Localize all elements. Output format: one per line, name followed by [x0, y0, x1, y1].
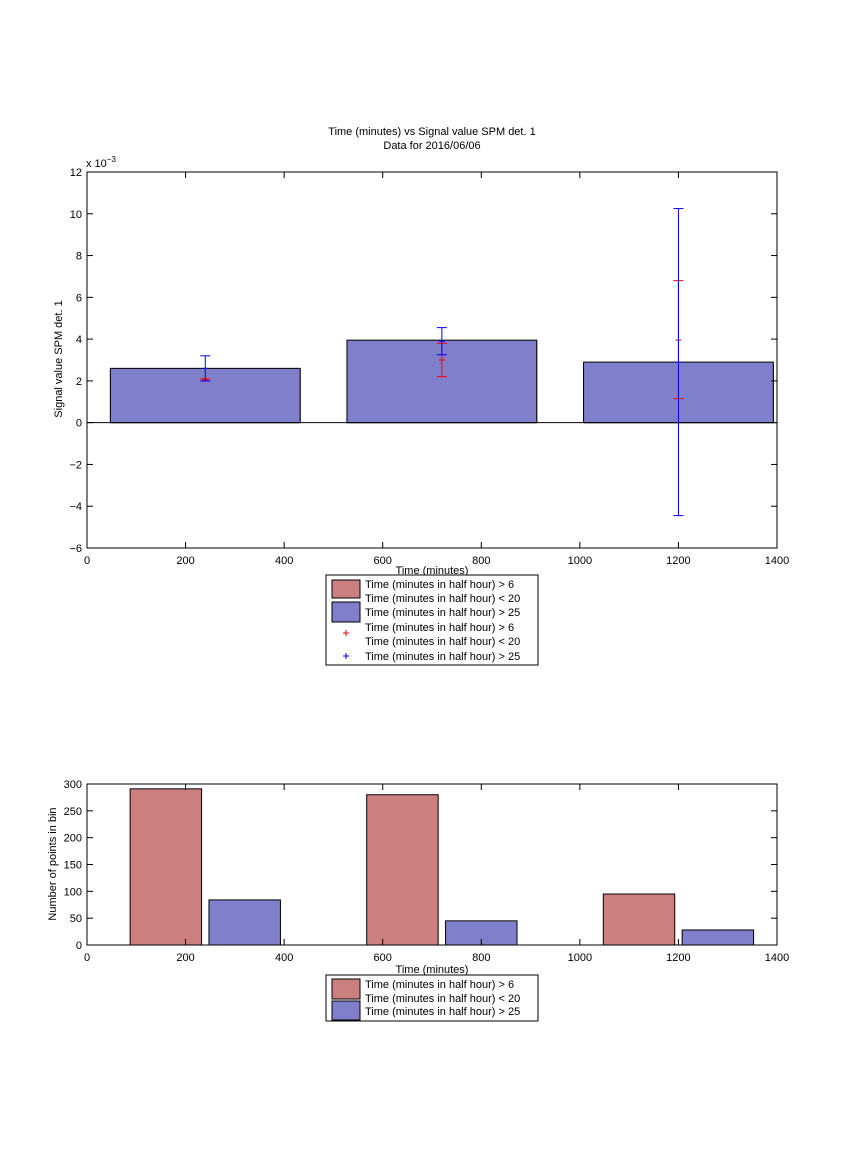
chart1-xtick-label: 800: [472, 555, 490, 567]
chart1-xtick-label: 200: [176, 555, 194, 567]
chart2-ytick-label: 200: [64, 833, 82, 845]
chart2-bar-series1-1: [445, 920, 518, 946]
chart2-ytick-label: 100: [64, 886, 82, 898]
chart2-legend-label-1a: Time (minutes in half hour) > 6: [365, 979, 514, 991]
chart1-ytick-label: −6: [69, 543, 82, 555]
chart1-subtitle: Data for 2016/06/06: [383, 140, 480, 152]
chart1-xtick-label: 600: [374, 555, 392, 567]
chart2-bar-series0-1: [366, 794, 439, 946]
chart2-legend: Time (minutes in half hour) > 6 Time (mi…: [325, 974, 539, 1022]
chart2-ytick-label: 0: [76, 940, 82, 952]
chart1-legend-label-1b: Time (minutes in half hour) < 20: [365, 593, 520, 605]
chart2-bar-series0-2: [602, 893, 676, 946]
chart1-ytick-label: −2: [69, 459, 82, 471]
chart1-xlabel: Time (minutes): [396, 565, 469, 577]
chart1-title: Time (minutes) vs Signal value SPM det. …: [328, 126, 535, 138]
chart2-bar-series1-0: [208, 899, 281, 946]
chart2-legend-swatch-blue: [331, 1000, 361, 1021]
chart1-legend-label-4: Time (minutes in half hour) > 25: [365, 651, 520, 663]
chart1-ytick-label: −4: [69, 501, 82, 513]
chart2-x-ticks: 0 200 400 600 800 1000 1200 1400: [84, 784, 789, 964]
chart1-legend-label-2: Time (minutes in half hour) > 25: [365, 607, 520, 619]
chart1-x-ticks: 0 200 400 600 800 1000 1200 1400: [84, 172, 789, 567]
chart2-xtick-label: 400: [275, 952, 293, 964]
chart1-xtick-label: 0: [84, 555, 90, 567]
count-chart: 0 200 400 600 800 1000 1200 1400 0 50 100 150 200 25…: [47, 779, 789, 1022]
chart2-bars: [129, 788, 755, 946]
chart2-ytick-label: 150: [64, 860, 82, 872]
chart1-axes-frame: [86, 171, 778, 549]
chart2-legend-label-1b: Time (minutes in half hour) < 20: [365, 993, 520, 1005]
chart2-xtick-label: 1400: [765, 952, 789, 964]
chart1-xtick-label: 1200: [666, 555, 690, 567]
chart1-legend-box: [325, 574, 539, 666]
chart1-xtick-label: 1400: [765, 555, 789, 567]
chart2-legend-label-2: Time (minutes in half hour) > 25: [365, 1006, 520, 1018]
chart2-y-ticks: 0 50 100 150 200 250 300: [64, 779, 777, 952]
chart1-ytick-label: 10: [70, 209, 82, 221]
signal-chart: Time (minutes) vs Signal value SPM det. …: [53, 126, 789, 666]
chart2-ytick-label: 250: [64, 806, 82, 818]
chart1-legend-marker-red-plus: [343, 630, 349, 636]
chart2-xtick-label: 1000: [568, 952, 592, 964]
chart2-bar-series1-2: [681, 929, 755, 946]
chart1-legend-swatch-blue: [331, 601, 361, 623]
chart1-ylabel: Signal value SPM det. 1: [53, 300, 65, 417]
chart1-legend-label-1a: Time (minutes in half hour) > 6: [365, 579, 514, 591]
chart1-y-exponent: x 10−3: [86, 155, 116, 170]
chart2-xlabel: Time (minutes): [396, 964, 469, 976]
chart2-legend-box: [325, 974, 539, 1022]
chart1-xtick-label: 400: [275, 555, 293, 567]
chart1-ytick-label: 6: [76, 292, 82, 304]
chart2-xtick-label: 0: [84, 952, 90, 964]
chart2-xtick-label: 600: [374, 952, 392, 964]
chart2-legend-swatch-red: [331, 978, 361, 1000]
chart1-y-ticks: −6 −4 −2 0 2 4 6 8 10 12: [69, 167, 777, 555]
chart2-bar-series0-0: [129, 788, 203, 946]
chart1-ytick-label: 12: [70, 167, 82, 179]
chart1-ytick-label: 2: [76, 376, 82, 388]
chart2-xtick-label: 200: [176, 952, 194, 964]
chart1-xtick-label: 1000: [568, 555, 592, 567]
chart2-xtick-label: 800: [472, 952, 490, 964]
chart2-ylabel: Number of points in bin: [47, 807, 59, 920]
chart1-ytick-label: 0: [76, 418, 82, 430]
chart1-ytick-label: 4: [76, 334, 82, 346]
chart1-ytick-label: 8: [76, 251, 82, 263]
chart1-errorbars: [200, 208, 684, 517]
chart1-legend-label-3b: Time (minutes in half hour) < 20: [365, 636, 520, 648]
chart2-ytick-label: 300: [64, 779, 82, 791]
chart2-xtick-label: 1200: [666, 952, 690, 964]
chart1-legend-label-3a: Time (minutes in half hour) > 6: [365, 622, 514, 634]
chart1-legend-swatch-red: [331, 579, 361, 599]
chart2-ytick-label: 50: [70, 913, 82, 925]
chart1-legend: Time (minutes in half hour) > 6 Time (mi…: [325, 574, 539, 666]
chart1-legend-marker-blue-plus: [343, 653, 349, 659]
